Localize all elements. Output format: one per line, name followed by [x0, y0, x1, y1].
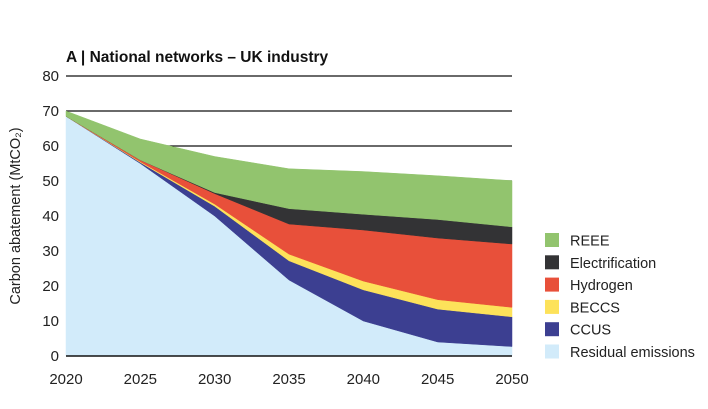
y-tick-label: 60	[42, 138, 59, 155]
x-tick-label: 2030	[198, 371, 231, 388]
x-tick-label: 2040	[347, 371, 380, 388]
y-tick-label: 30	[42, 243, 59, 260]
legend-label: CCUS	[570, 323, 611, 339]
legend-item: Hydrogen	[545, 277, 633, 294]
legend-item: BECCS	[545, 299, 620, 316]
legend-label: Electrification	[570, 256, 656, 272]
area-reee	[65, 110, 513, 228]
legend-item: Residual emissions	[545, 344, 695, 361]
y-tick-label: 0	[51, 348, 59, 365]
legend-item: REEE	[545, 233, 610, 250]
y-tick-label: 40	[42, 208, 59, 225]
legend-label: Residual emissions	[570, 345, 695, 361]
y-axis-label: Carbon abatement (MtCO₂)	[8, 127, 24, 304]
x-tick-label: 2045	[421, 371, 454, 388]
y-tick-label: 70	[42, 103, 59, 120]
legend-item: CCUS	[545, 322, 611, 339]
y-tick-label: 20	[42, 278, 59, 295]
legend-swatch	[545, 299, 559, 314]
x-tick-label: 2050	[495, 371, 528, 388]
legend-label: BECCS	[570, 300, 620, 316]
x-tick-label: 2020	[49, 371, 82, 388]
legend-label: Hydrogen	[570, 278, 633, 294]
x-tick-label: 2035	[272, 371, 305, 388]
y-tick-label: 80	[42, 68, 59, 85]
legend-item: Electrification	[545, 255, 656, 272]
legend-swatch	[545, 277, 559, 292]
legend-swatch	[545, 344, 559, 359]
legend-swatch	[545, 322, 559, 337]
y-tick-label: 50	[42, 173, 59, 190]
legend-swatch	[545, 233, 559, 247]
legend-label: REEE	[570, 234, 610, 250]
y-tick-label: 10	[42, 313, 59, 330]
legend-swatch	[545, 255, 559, 270]
x-tick-label: 2025	[124, 371, 157, 388]
chart-title: A | National networks – UK industry	[66, 49, 329, 66]
